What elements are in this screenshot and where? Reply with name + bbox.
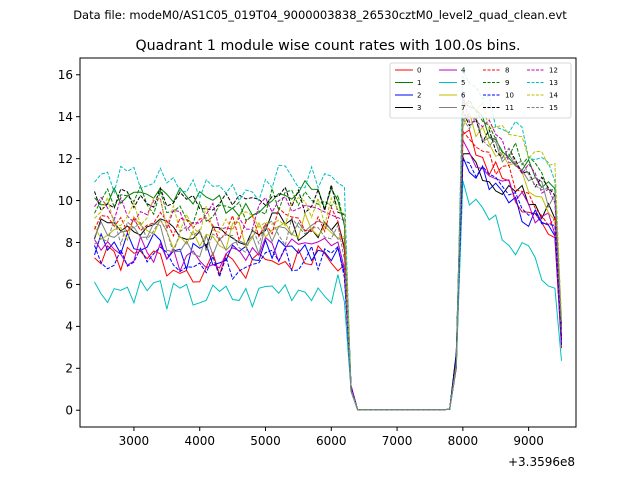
- y-tick-label-10: 10: [58, 194, 73, 208]
- y-tick-label-12: 12: [58, 152, 73, 166]
- legend-label-3: 3: [417, 104, 421, 112]
- legend-label-11: 11: [505, 104, 514, 112]
- legend-label-8: 8: [505, 67, 509, 75]
- legend-label-1: 1: [417, 79, 421, 87]
- x-tick-label-8000: 8000: [448, 434, 479, 448]
- legend-label-0: 0: [417, 67, 421, 75]
- series-line-10: [94, 159, 562, 411]
- y-tick-label-14: 14: [58, 110, 73, 124]
- y-tick-label-4: 4: [65, 320, 73, 334]
- legend-label-7: 7: [461, 104, 465, 112]
- x-axis: 3000 4000 5000 6000 7000 8000 9000: [119, 427, 544, 448]
- legend-label-6: 6: [461, 92, 466, 100]
- series-line-0: [94, 129, 562, 411]
- x-offset-label: +3.3596e8: [508, 455, 575, 469]
- legend-label-12: 12: [549, 67, 558, 75]
- x-tick-label-4000: 4000: [184, 434, 215, 448]
- y-axis: 0 2 4 6 8 10 12 14 16: [58, 68, 80, 418]
- legend-label-15: 15: [549, 104, 558, 112]
- series-layer: [94, 70, 562, 411]
- series-line-8: [94, 129, 562, 411]
- x-tick-label-3000: 3000: [119, 434, 150, 448]
- chart-title: Quadrant 1 module wise count rates with …: [135, 38, 520, 54]
- legend-label-9: 9: [505, 79, 509, 87]
- x-tick-label-9000: 9000: [513, 434, 544, 448]
- legend-label-5: 5: [461, 79, 465, 87]
- x-tick-label-7000: 7000: [382, 434, 413, 448]
- series-line-5: [94, 180, 562, 411]
- figure-suptitle: Data file: modeM0/AS1C05_019T04_90000038…: [73, 8, 567, 22]
- y-tick-label-8: 8: [65, 236, 73, 250]
- legend-label-4: 4: [461, 67, 466, 75]
- legend-box: [389, 62, 572, 119]
- series-line-15: [94, 113, 562, 411]
- x-tick-label-6000: 6000: [316, 434, 347, 448]
- legend-label-14: 14: [549, 92, 558, 100]
- y-tick-label-2: 2: [65, 362, 73, 376]
- legend-label-13: 13: [549, 79, 558, 87]
- series-line-11: [94, 110, 562, 411]
- y-tick-label-0: 0: [65, 404, 73, 418]
- x-tick-label-5000: 5000: [250, 434, 281, 448]
- series-line-9: [94, 99, 562, 411]
- legend-label-10: 10: [505, 92, 514, 100]
- y-tick-label-6: 6: [65, 278, 73, 292]
- y-tick-label-16: 16: [58, 68, 73, 82]
- series-line-6: [94, 111, 562, 411]
- legend-label-2: 2: [417, 92, 421, 100]
